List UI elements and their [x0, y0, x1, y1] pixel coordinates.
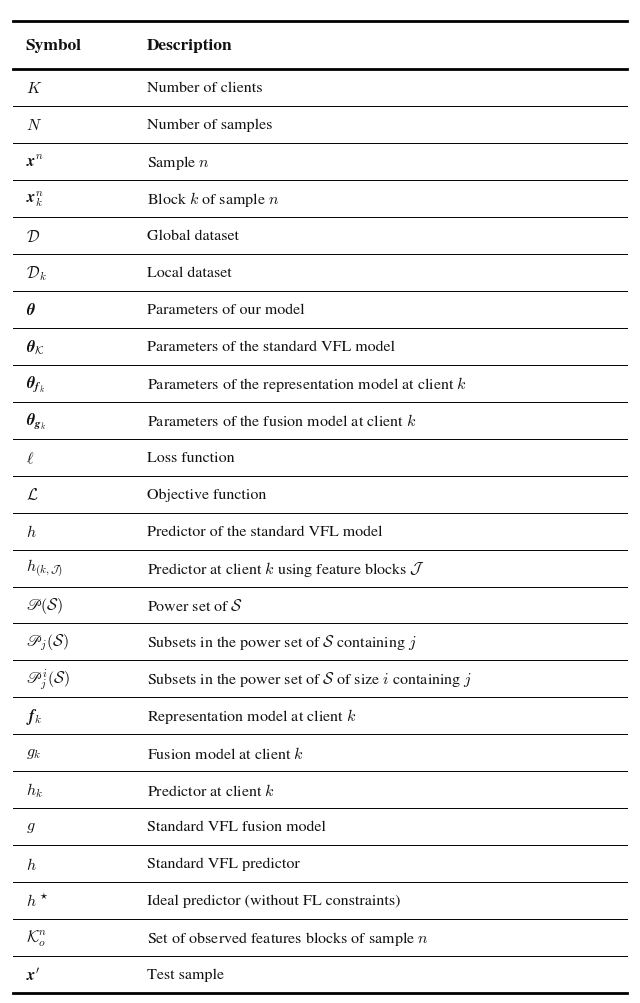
Text: $h_k$: $h_k$: [26, 780, 42, 799]
Text: Local dataset: Local dataset: [147, 267, 232, 280]
Text: $\mathcal{D}_k$: $\mathcal{D}_k$: [26, 264, 46, 283]
Text: $\boldsymbol{\theta}_{\boldsymbol{f}_k}$: $\boldsymbol{\theta}_{\boldsymbol{f}_k}$: [26, 374, 45, 394]
Text: $\ell$: $\ell$: [26, 450, 34, 465]
Text: Set of observed features blocks of sample $n$: Set of observed features blocks of sampl…: [147, 929, 429, 947]
Text: Symbol: Symbol: [26, 39, 82, 53]
Text: Subsets in the power set of $\mathcal{S}$ containing $j$: Subsets in the power set of $\mathcal{S}…: [147, 633, 417, 652]
Text: Number of samples: Number of samples: [147, 119, 273, 132]
Text: Loss function: Loss function: [147, 451, 235, 464]
Text: Test sample: Test sample: [147, 968, 224, 981]
Text: Parameters of our model: Parameters of our model: [147, 304, 305, 317]
Text: $\boldsymbol{\theta}$: $\boldsymbol{\theta}$: [26, 302, 35, 318]
Text: $g$: $g$: [26, 819, 35, 833]
Text: $\boldsymbol{f}_k$: $\boldsymbol{f}_k$: [26, 706, 42, 726]
Text: $\mathcal{K}_o^n$: $\mathcal{K}_o^n$: [26, 928, 47, 948]
Text: Power set of $\mathcal{S}$: Power set of $\mathcal{S}$: [147, 598, 243, 614]
Text: $h_{(k,\mathcal{J})}$: $h_{(k,\mathcal{J})}$: [26, 558, 63, 580]
Text: $h$: $h$: [26, 856, 36, 872]
Text: $K$: $K$: [26, 81, 42, 96]
Text: $\mathscr{P}_j^i(\mathcal{S})$: $\mathscr{P}_j^i(\mathcal{S})$: [26, 667, 69, 691]
Text: $\boldsymbol{\theta}_{\boldsymbol{g}_k}$: $\boldsymbol{\theta}_{\boldsymbol{g}_k}$: [26, 411, 47, 431]
Text: $N$: $N$: [26, 118, 42, 133]
Text: Standard VFL fusion model: Standard VFL fusion model: [147, 820, 326, 833]
Text: Parameters of the representation model at client $k$: Parameters of the representation model a…: [147, 374, 467, 393]
Text: Parameters of the fusion model at client $k$: Parameters of the fusion model at client…: [147, 413, 417, 429]
Text: Sample $n$: Sample $n$: [147, 153, 211, 172]
Text: $\mathcal{L}$: $\mathcal{L}$: [26, 486, 38, 503]
Text: $\mathcal{D}$: $\mathcal{D}$: [26, 229, 40, 245]
Text: $h^\star$: $h^\star$: [26, 892, 48, 910]
Text: Subsets in the power set of $\mathcal{S}$ of size $i$ containing $j$: Subsets in the power set of $\mathcal{S}…: [147, 670, 472, 689]
Text: Predictor at client $k$ using feature blocks $\mathcal{J}$: Predictor at client $k$ using feature bl…: [147, 559, 426, 578]
Text: $\mathscr{P}_j(\mathcal{S})$: $\mathscr{P}_j(\mathcal{S})$: [26, 632, 68, 653]
Text: Standard VFL predictor: Standard VFL predictor: [147, 858, 300, 871]
Text: $g_k$: $g_k$: [26, 746, 41, 760]
Text: Global dataset: Global dataset: [147, 230, 239, 243]
Text: Predictor at client $k$: Predictor at client $k$: [147, 782, 275, 798]
Text: $h$: $h$: [26, 524, 36, 540]
Text: Representation model at client $k$: Representation model at client $k$: [147, 707, 356, 725]
Text: Block $k$ of sample $n$: Block $k$ of sample $n$: [147, 190, 280, 209]
Text: Predictor of the standard VFL model: Predictor of the standard VFL model: [147, 525, 383, 539]
Text: $\boldsymbol{\theta}_{\mathcal{K}}$: $\boldsymbol{\theta}_{\mathcal{K}}$: [26, 338, 45, 356]
Text: Fusion model at client $k$: Fusion model at client $k$: [147, 745, 304, 761]
Text: $\mathscr{P}(\mathcal{S})$: $\mathscr{P}(\mathcal{S})$: [26, 596, 63, 616]
Text: $\boldsymbol{x}'$: $\boldsymbol{x}'$: [26, 966, 40, 983]
Text: Parameters of the standard VFL model: Parameters of the standard VFL model: [147, 340, 396, 354]
Text: $\boldsymbol{x}^n$: $\boldsymbol{x}^n$: [26, 154, 44, 171]
Text: Ideal predictor (without FL constraints): Ideal predictor (without FL constraints): [147, 894, 401, 908]
Text: Number of clients: Number of clients: [147, 82, 262, 95]
Text: $\boldsymbol{x}_k^n$: $\boldsymbol{x}_k^n$: [26, 190, 44, 210]
Text: Objective function: Objective function: [147, 488, 267, 502]
Text: Description: Description: [147, 39, 233, 53]
